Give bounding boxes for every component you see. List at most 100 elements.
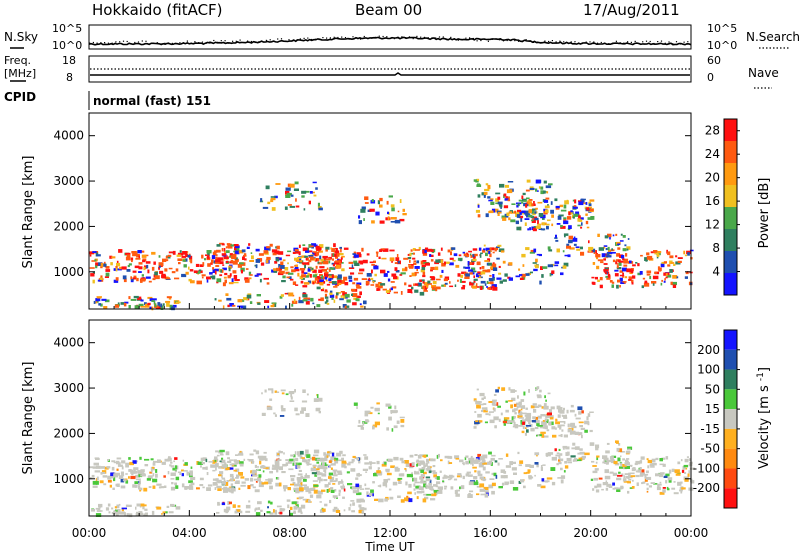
echo-cell xyxy=(588,203,592,207)
echo-cell xyxy=(225,246,228,249)
echo-cell xyxy=(618,471,621,474)
echo-cell xyxy=(487,196,491,199)
echo-cell xyxy=(276,391,280,393)
echo-cell xyxy=(472,258,477,261)
echo-cell xyxy=(665,480,668,484)
echo-cell xyxy=(229,273,232,277)
echo-cell xyxy=(627,481,631,484)
echo-cell xyxy=(609,471,614,474)
echo-cell xyxy=(309,274,312,278)
echo-cell xyxy=(413,252,415,255)
echo-cell xyxy=(501,215,506,219)
echo-cell xyxy=(301,255,306,258)
echo-cell xyxy=(332,480,336,483)
echo-cell xyxy=(315,408,318,411)
echo-cell xyxy=(266,511,271,514)
y-tick-label: 2000 xyxy=(53,219,84,233)
echo-cell xyxy=(475,180,479,183)
echo-cell xyxy=(258,484,264,488)
echo-cell xyxy=(522,425,525,430)
echo-cell xyxy=(555,454,561,457)
noise-search-point xyxy=(363,35,365,38)
echo-cell xyxy=(424,250,427,253)
echo-cell xyxy=(472,466,477,469)
echo-cell xyxy=(305,258,308,261)
echo-cell xyxy=(624,466,630,469)
echo-cell xyxy=(665,273,668,277)
echo-cell xyxy=(484,260,490,262)
echo-cell xyxy=(592,262,596,265)
echo-cell xyxy=(142,260,146,263)
echo-cell xyxy=(616,447,620,452)
echo-cell xyxy=(125,473,128,475)
echo-cell xyxy=(555,418,558,422)
echo-cell xyxy=(376,470,381,474)
echo-cell xyxy=(580,199,585,203)
echo-cell xyxy=(595,461,598,464)
echo-cell xyxy=(624,244,627,247)
echo-cell xyxy=(318,269,323,273)
echo-cell xyxy=(407,253,410,256)
echo-cell xyxy=(314,258,318,262)
echo-cell xyxy=(370,277,374,281)
echo-cell xyxy=(217,488,222,491)
echo-cell xyxy=(616,284,619,289)
echo-cell xyxy=(224,251,226,254)
echo-cell xyxy=(468,474,473,477)
echo-cell xyxy=(304,264,306,269)
echo-cell xyxy=(683,250,686,255)
echo-cell xyxy=(154,275,160,280)
echo-cell xyxy=(536,463,539,468)
echo-cell xyxy=(542,222,545,226)
echo-cell xyxy=(139,456,142,460)
echo-cell xyxy=(140,250,145,253)
echo-cell xyxy=(622,276,624,278)
echo-cell xyxy=(156,483,162,486)
echo-cell xyxy=(137,296,142,301)
echo-cell xyxy=(524,432,527,436)
echo-cell xyxy=(462,462,465,465)
echo-cell xyxy=(261,482,266,485)
echo-cell xyxy=(249,301,253,304)
echo-cell xyxy=(626,248,629,251)
echo-cell xyxy=(125,463,129,468)
echo-cell xyxy=(437,486,443,490)
echo-cell xyxy=(490,247,495,251)
echo-cell xyxy=(563,220,569,225)
echo-cell xyxy=(223,248,226,252)
echo-cell xyxy=(472,248,478,251)
echo-cell xyxy=(527,469,531,473)
echo-cell xyxy=(216,244,221,247)
echo-cell xyxy=(605,450,610,454)
echo-cell xyxy=(596,455,600,458)
echo-cell xyxy=(625,253,628,257)
echo-cell xyxy=(408,498,413,503)
echo-cell xyxy=(100,510,103,512)
echo-cell xyxy=(607,273,611,278)
echo-cell xyxy=(120,478,125,483)
echo-cell xyxy=(306,247,309,251)
echo-cell xyxy=(257,302,261,305)
echo-cell xyxy=(190,466,193,469)
velocity-colorbar-segment xyxy=(724,349,737,370)
echo-cell xyxy=(517,203,520,207)
echo-cell xyxy=(282,463,287,467)
echo-cell xyxy=(298,251,301,256)
echo-cell xyxy=(581,222,583,226)
echo-cell xyxy=(91,260,97,262)
echo-cell xyxy=(562,445,568,449)
echo-cell xyxy=(421,477,424,480)
echo-cell xyxy=(329,294,335,298)
echo-cell xyxy=(333,251,337,253)
echo-cell xyxy=(662,463,666,467)
echo-cell xyxy=(255,450,260,455)
echo-cell xyxy=(551,426,556,430)
echo-cell xyxy=(365,280,370,285)
echo-cell xyxy=(273,268,278,271)
echo-cell xyxy=(688,470,690,474)
echo-cell xyxy=(521,412,527,415)
echo-cell xyxy=(579,246,583,250)
echo-cell xyxy=(422,285,426,290)
echo-cell xyxy=(570,455,576,458)
echo-cell xyxy=(516,211,520,214)
